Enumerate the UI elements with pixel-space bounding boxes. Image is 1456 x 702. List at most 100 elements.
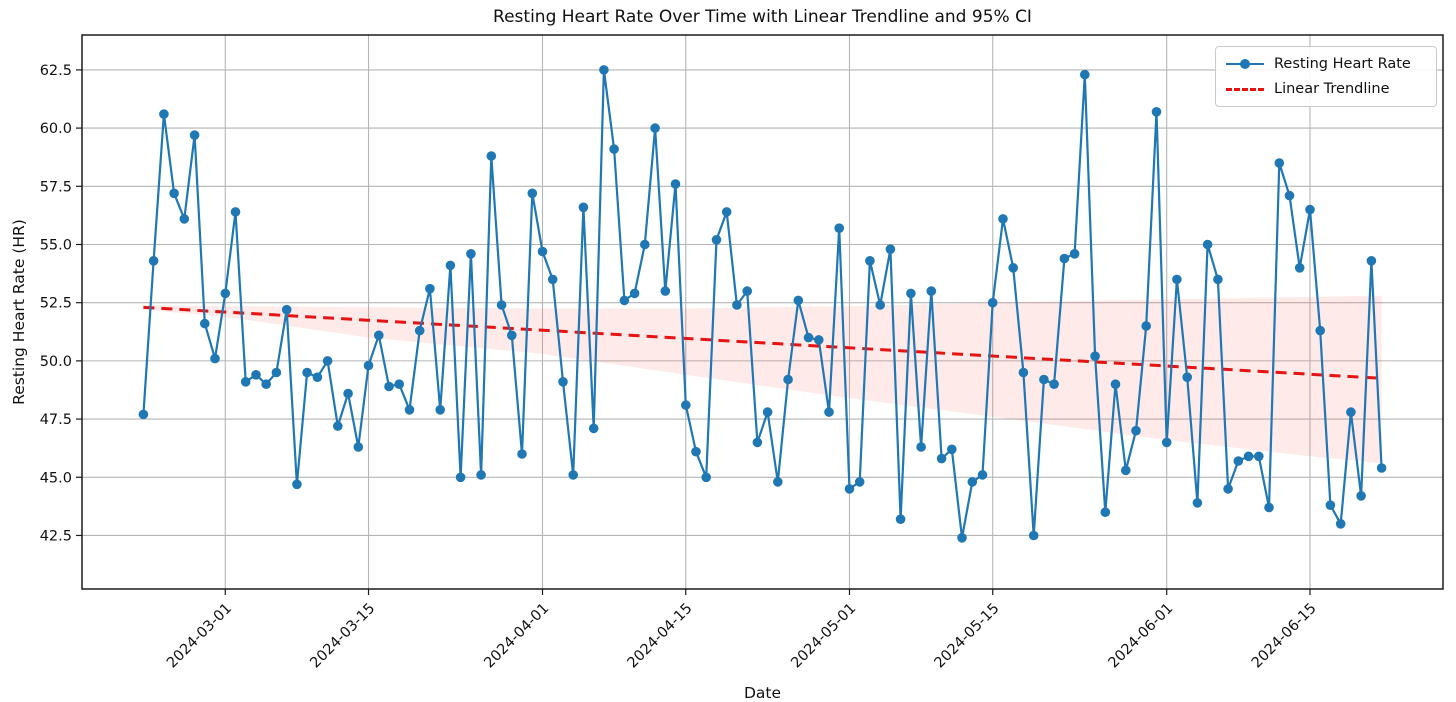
- confidence-band: [143, 295, 1382, 464]
- data-point-marker: [854, 477, 865, 487]
- data-point-marker: [384, 381, 394, 392]
- x-tick-label: 2024-05-01: [788, 601, 859, 672]
- y-tick-label: 60.0: [40, 121, 72, 137]
- legend-label-resting-heart-rate: Resting Heart Rate: [1274, 56, 1411, 72]
- data-point-marker: [977, 470, 988, 480]
- data-point-marker: [1315, 325, 1325, 336]
- data-point-marker: [947, 444, 957, 455]
- data-point-marker: [1305, 204, 1315, 215]
- data-point-marker: [885, 244, 896, 254]
- data-point-marker: [1335, 519, 1346, 529]
- data-point-marker: [466, 249, 476, 259]
- data-point-marker: [1090, 351, 1100, 362]
- data-point-marker: [1376, 463, 1387, 473]
- data-point-marker: [650, 123, 660, 133]
- y-tick-label: 50.0: [40, 354, 72, 370]
- data-point-marker: [271, 367, 282, 378]
- data-point-marker: [721, 207, 732, 217]
- data-point-marker: [1069, 249, 1080, 259]
- data-point-marker: [1192, 498, 1203, 508]
- data-point-marker: [138, 409, 149, 420]
- data-point-marker: [558, 377, 568, 387]
- data-point-marker: [1131, 425, 1141, 436]
- data-point-marker: [281, 304, 292, 315]
- data-point-marker: [486, 151, 497, 161]
- data-point-marker: [179, 214, 190, 224]
- data-point-marker: [957, 533, 967, 543]
- data-point-marker: [363, 360, 374, 371]
- data-point-marker: [476, 470, 486, 480]
- data-point-marker: [1264, 502, 1274, 513]
- x-tick-label: 2024-04-01: [481, 601, 552, 672]
- data-point-marker: [1254, 451, 1264, 462]
- data-point-marker: [1366, 255, 1377, 266]
- data-point-marker: [844, 484, 855, 494]
- data-point-marker: [1294, 263, 1305, 273]
- data-point-marker: [732, 300, 742, 310]
- data-point-marker: [1161, 437, 1172, 448]
- legend-line-marker-sample: [1226, 58, 1264, 69]
- grid: [82, 35, 1443, 589]
- legend-dashed-line-sample: [1226, 87, 1264, 91]
- x-tick-label: 2024-03-01: [164, 601, 235, 672]
- data-point-marker: [230, 207, 241, 217]
- data-point-marker: [936, 453, 947, 464]
- data-point-marker: [251, 370, 261, 380]
- data-point-marker: [1243, 451, 1254, 462]
- legend: Resting Heart Rate Linear Trendline: [1215, 46, 1437, 107]
- data-point-marker: [189, 130, 200, 140]
- data-point-marker: [670, 179, 681, 189]
- data-point-marker: [803, 332, 814, 343]
- data-point-marker: [210, 353, 220, 364]
- data-point-marker: [875, 300, 885, 310]
- data-point-marker: [1274, 158, 1285, 168]
- data-point-marker: [1121, 465, 1131, 476]
- data-point-marker: [967, 477, 978, 487]
- legend-label-linear-trendline: Linear Trendline: [1274, 81, 1390, 97]
- data-point-marker: [1233, 456, 1244, 466]
- data-point-marker: [1325, 500, 1336, 511]
- data-point-marker: [609, 144, 619, 154]
- data-point-marker: [374, 330, 384, 341]
- data-point-marker: [1284, 190, 1295, 201]
- data-point-marker: [568, 470, 578, 480]
- data-point-marker: [1151, 107, 1162, 117]
- x-axis-label: Date: [743, 684, 782, 702]
- data-point-marker: [240, 377, 251, 387]
- data-point-marker: [527, 188, 538, 199]
- data-point-marker: [1049, 379, 1059, 390]
- data-point-marker: [1141, 321, 1151, 331]
- data-point-marker: [1080, 69, 1090, 80]
- data-point-marker: [599, 65, 609, 75]
- axes-spines: [81, 34, 1444, 590]
- data-point-marker: [148, 255, 159, 266]
- data-point-marker: [793, 295, 804, 306]
- x-tick-label: 2024-06-01: [1106, 601, 1177, 672]
- data-point-marker: [1213, 274, 1223, 285]
- data-point-marker: [814, 335, 824, 345]
- data-point-marker: [537, 246, 548, 257]
- data-point-marker: [1346, 407, 1356, 417]
- trendline-path: [143, 305, 1382, 380]
- data-point-marker: [414, 325, 425, 336]
- legend-item-resting-heart-rate: Resting Heart Rate: [1226, 56, 1426, 72]
- data-point-marker: [1059, 253, 1070, 264]
- data-point-marker: [547, 274, 558, 285]
- data-point-marker: [1182, 372, 1192, 383]
- data-point-marker: [496, 300, 507, 310]
- data-point-marker: [660, 286, 671, 296]
- data-point-marker: [681, 400, 691, 410]
- y-tick-label: 52.5: [40, 296, 72, 312]
- data-point-marker: [916, 442, 926, 452]
- data-point-marker: [1008, 263, 1018, 273]
- data-point-marker: [343, 388, 353, 399]
- data-point-marker: [220, 288, 231, 299]
- y-tick-label: 57.5: [40, 179, 72, 195]
- x-tick-label: 2024-05-15: [932, 601, 1003, 672]
- x-tick-label: 2024-04-15: [625, 601, 696, 672]
- data-point-marker: [1039, 374, 1049, 385]
- data-point-marker: [619, 295, 630, 306]
- data-point-marker: [691, 446, 701, 457]
- data-point-marker: [1172, 274, 1182, 285]
- data-point-marker: [1110, 379, 1121, 390]
